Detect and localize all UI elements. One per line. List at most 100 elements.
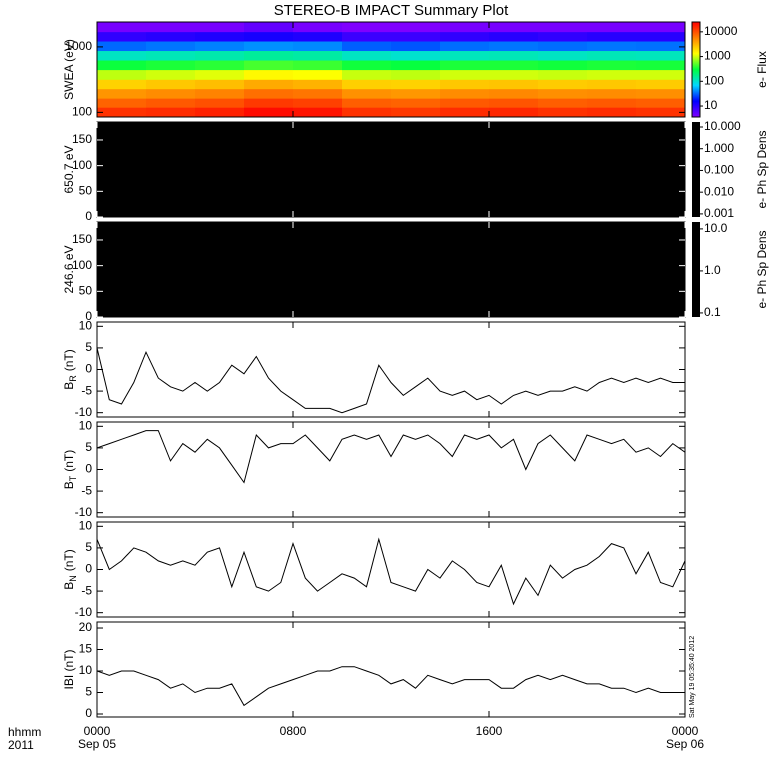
heat-cell — [97, 88, 147, 99]
x-date-label: Sep 06 — [666, 737, 704, 751]
y-axis-label-unit: (nT) — [62, 450, 76, 472]
heat-cell — [587, 31, 637, 42]
colorbar-tick-label: 1000 — [704, 49, 731, 63]
y-tick-label: 5 — [85, 540, 92, 554]
heat-cell — [342, 69, 392, 80]
y-tick-label: 50 — [79, 283, 93, 297]
data-line — [97, 347, 685, 414]
heat-cell — [146, 79, 196, 90]
heat-cell — [587, 107, 637, 117]
plot-background — [97, 122, 685, 217]
heat-cell — [489, 98, 539, 108]
y-axis-label: 246.6 eV — [62, 245, 76, 293]
y-tick-label: 50 — [79, 183, 93, 197]
plot-area — [97, 122, 685, 217]
heat-cell — [636, 69, 685, 80]
heat-cell — [97, 98, 147, 108]
plot-area — [97, 22, 685, 117]
heat-cell — [293, 50, 343, 61]
heat-cell — [538, 60, 588, 71]
heat-cell — [636, 88, 685, 99]
heat-cell — [97, 41, 147, 52]
colorbar — [692, 122, 700, 217]
heat-cell — [146, 88, 196, 99]
heat-cell — [538, 79, 588, 90]
heat-cell — [391, 41, 441, 52]
y-tick-label: 15 — [79, 642, 93, 656]
y-axis-label-main: IBI (nT) — [62, 649, 76, 689]
heat-cell — [97, 22, 147, 33]
heat-cell — [342, 88, 392, 99]
y-axis-label-unit: (nT) — [62, 549, 76, 571]
heat-cell — [97, 31, 147, 42]
heat-cell — [244, 60, 294, 71]
heat-cell — [342, 98, 392, 108]
y-tick-label: -10 — [75, 605, 93, 619]
heat-cell — [195, 60, 245, 71]
y-axis-label-main: 246.6 eV — [62, 245, 76, 293]
plot-area — [97, 537, 685, 606]
heat-cell — [146, 69, 196, 80]
heat-cell — [391, 31, 441, 42]
heat-cell — [538, 107, 588, 117]
heat-cell — [440, 107, 490, 117]
heat-cell — [587, 79, 637, 90]
heat-cell — [195, 31, 245, 42]
heat-cell — [244, 69, 294, 80]
heat-cell — [538, 88, 588, 99]
plot-frame — [96, 21, 686, 118]
heat-cell — [538, 31, 588, 42]
heat-cell — [636, 60, 685, 71]
colorbar-tick-label: 10000 — [704, 24, 738, 38]
heat-cell — [391, 69, 441, 80]
heat-cell — [587, 69, 637, 80]
heat-cell — [146, 41, 196, 52]
colorbar-tick-label: 1.000 — [704, 141, 734, 155]
heat-cell — [97, 60, 147, 71]
heat-cell — [391, 60, 441, 71]
y-axis-label-main: SWEA (eV) — [62, 39, 76, 100]
y-tick-label: 150 — [72, 132, 92, 146]
plot-frame — [96, 221, 686, 318]
heat-cell — [97, 50, 147, 61]
heat-cell — [636, 22, 685, 33]
heat-cell — [244, 88, 294, 99]
y-tick-label: 5 — [85, 440, 92, 454]
data-line — [97, 430, 685, 484]
heat-cell — [293, 107, 343, 117]
colorbar — [691, 21, 701, 118]
heat-cell — [538, 50, 588, 61]
y-tick-label: -5 — [81, 383, 92, 397]
heat-cell — [440, 22, 490, 33]
heat-cell — [489, 50, 539, 61]
heat-cell — [244, 50, 294, 61]
y-axis-label-sub: T — [68, 475, 78, 481]
heat-cell — [342, 31, 392, 42]
heat-cell — [342, 50, 392, 61]
heat-cell — [293, 79, 343, 90]
heat-cell — [293, 31, 343, 42]
colorbar-tick-label: 0.001 — [704, 206, 734, 220]
time-format-label: hhmm — [8, 725, 41, 739]
heat-cell — [440, 50, 490, 61]
heat-cell — [195, 98, 245, 108]
y-tick-label: 150 — [72, 232, 92, 246]
colorbar — [692, 222, 700, 317]
y-tick-label: 0 — [85, 309, 92, 323]
heat-cell — [538, 69, 588, 80]
y-axis-label-main: B — [62, 481, 76, 489]
y-axis-label-sub: N — [68, 575, 78, 582]
colorbar-tick-label: 100 — [704, 73, 724, 87]
heat-cell — [587, 98, 637, 108]
y-tick-label: -10 — [75, 505, 93, 519]
heat-cell — [538, 22, 588, 33]
heat-cell — [391, 88, 441, 99]
plot-frame — [96, 121, 686, 218]
heat-cell — [293, 22, 343, 33]
y-tick-label: 10 — [79, 318, 93, 332]
heat-cell — [587, 60, 637, 71]
y-tick-label: 0 — [85, 706, 92, 720]
y-tick-label: 1000 — [65, 39, 92, 53]
heat-cell — [587, 41, 637, 52]
heat-cell — [244, 31, 294, 42]
